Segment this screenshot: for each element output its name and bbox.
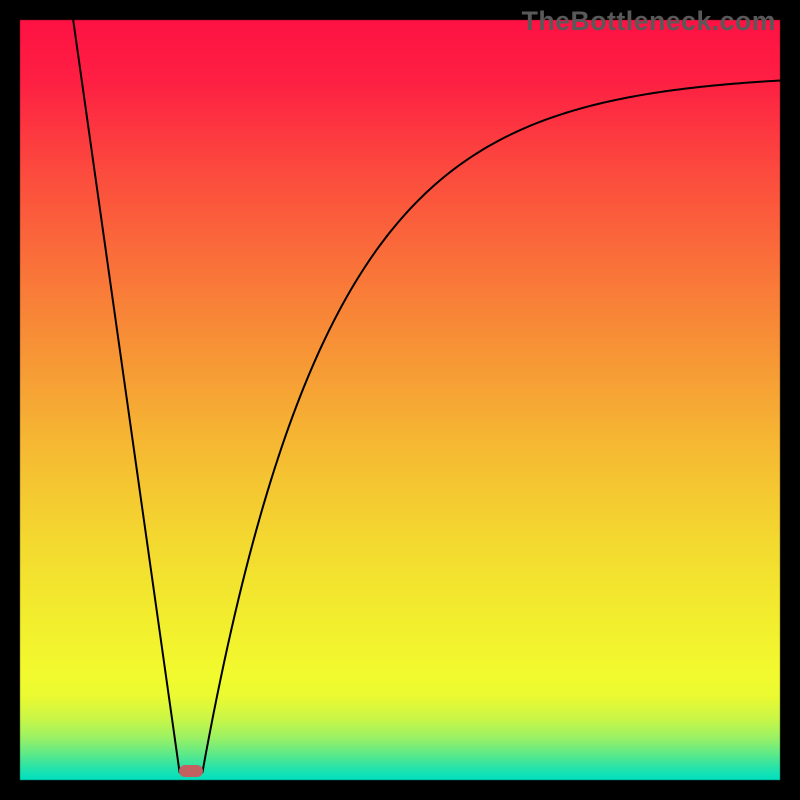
bottleneck-curve-path [73,20,780,772]
optimal-point-marker [179,765,203,777]
curve-layer [0,0,800,800]
bottleneck-chart: TheBottleneck.com [0,0,800,800]
watermark-text: TheBottleneck.com [522,6,776,37]
